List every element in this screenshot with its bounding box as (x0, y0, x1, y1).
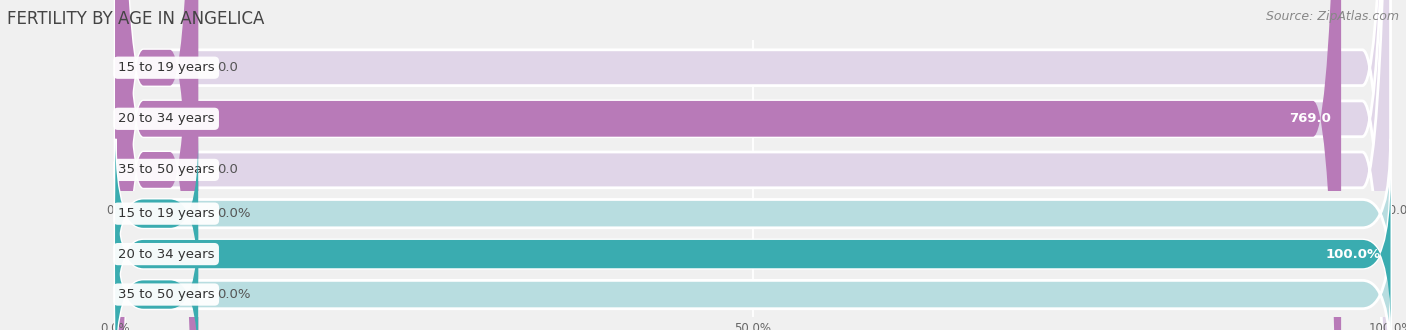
FancyBboxPatch shape (115, 220, 1391, 330)
FancyBboxPatch shape (115, 179, 1391, 329)
FancyBboxPatch shape (115, 0, 198, 330)
FancyBboxPatch shape (115, 0, 1341, 330)
FancyBboxPatch shape (115, 0, 1391, 330)
Text: 20 to 34 years: 20 to 34 years (118, 248, 214, 261)
Text: 100.0%: 100.0% (1326, 248, 1381, 261)
FancyBboxPatch shape (115, 179, 1391, 329)
FancyBboxPatch shape (115, 0, 1391, 330)
Text: 0.0: 0.0 (218, 163, 238, 177)
FancyBboxPatch shape (115, 0, 198, 330)
FancyBboxPatch shape (115, 220, 198, 330)
Text: 15 to 19 years: 15 to 19 years (118, 61, 215, 74)
Text: 35 to 50 years: 35 to 50 years (118, 288, 215, 301)
Text: 769.0: 769.0 (1289, 112, 1331, 125)
FancyBboxPatch shape (115, 0, 1391, 330)
Text: 20 to 34 years: 20 to 34 years (118, 112, 214, 125)
Text: Source: ZipAtlas.com: Source: ZipAtlas.com (1265, 10, 1399, 23)
FancyBboxPatch shape (115, 139, 198, 288)
Text: 0.0%: 0.0% (218, 288, 250, 301)
FancyBboxPatch shape (115, 139, 1391, 288)
Text: 15 to 19 years: 15 to 19 years (118, 207, 215, 220)
Text: 0.0%: 0.0% (218, 207, 250, 220)
Text: 0.0: 0.0 (218, 61, 238, 74)
Text: 35 to 50 years: 35 to 50 years (118, 163, 215, 177)
Text: FERTILITY BY AGE IN ANGELICA: FERTILITY BY AGE IN ANGELICA (7, 10, 264, 28)
